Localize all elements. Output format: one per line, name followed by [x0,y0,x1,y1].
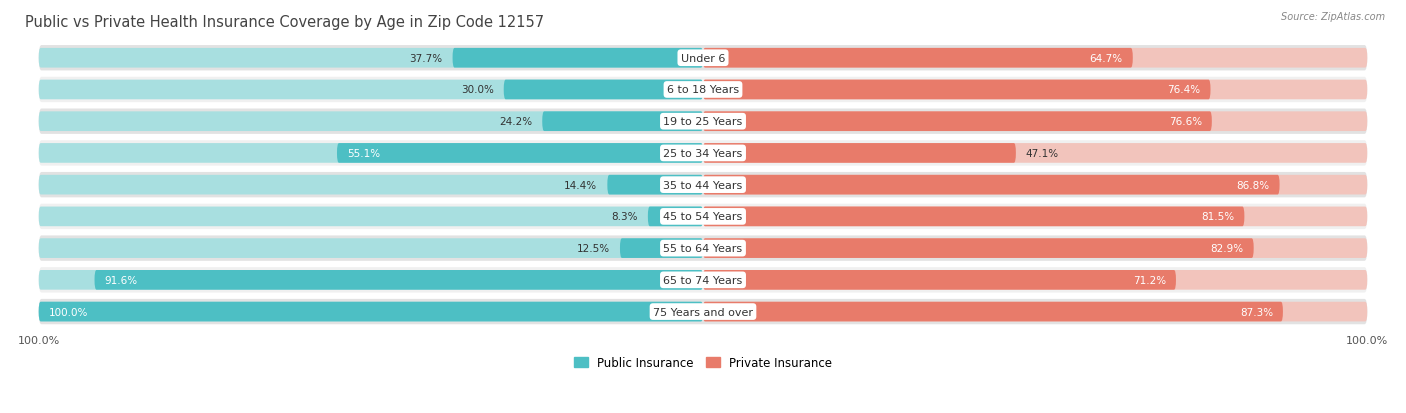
FancyBboxPatch shape [39,236,1367,261]
FancyBboxPatch shape [703,176,1367,195]
FancyBboxPatch shape [503,81,703,100]
FancyBboxPatch shape [703,49,1133,69]
Text: 87.3%: 87.3% [1240,307,1272,317]
Text: 6 to 18 Years: 6 to 18 Years [666,85,740,95]
FancyBboxPatch shape [39,112,703,132]
FancyBboxPatch shape [39,268,1367,293]
Text: 82.9%: 82.9% [1211,244,1244,254]
FancyBboxPatch shape [703,302,1367,322]
FancyBboxPatch shape [703,271,1175,290]
FancyBboxPatch shape [703,239,1254,258]
FancyBboxPatch shape [39,109,1367,135]
Text: Under 6: Under 6 [681,54,725,64]
FancyBboxPatch shape [39,46,1367,71]
FancyBboxPatch shape [703,144,1017,164]
FancyBboxPatch shape [39,302,703,322]
Text: Public vs Private Health Insurance Coverage by Age in Zip Code 12157: Public vs Private Health Insurance Cover… [25,15,544,30]
Text: Source: ZipAtlas.com: Source: ZipAtlas.com [1281,12,1385,22]
Text: 76.4%: 76.4% [1167,85,1201,95]
FancyBboxPatch shape [703,176,1279,195]
FancyBboxPatch shape [607,176,703,195]
FancyBboxPatch shape [39,302,703,322]
Text: 91.6%: 91.6% [104,275,138,285]
Text: 65 to 74 Years: 65 to 74 Years [664,275,742,285]
FancyBboxPatch shape [39,207,703,227]
FancyBboxPatch shape [39,144,703,164]
Text: 37.7%: 37.7% [409,54,443,64]
FancyBboxPatch shape [39,78,1367,103]
FancyBboxPatch shape [703,207,1244,227]
FancyBboxPatch shape [648,207,703,227]
FancyBboxPatch shape [703,112,1367,132]
FancyBboxPatch shape [39,173,1367,198]
FancyBboxPatch shape [453,49,703,69]
FancyBboxPatch shape [703,207,1367,227]
Text: 55 to 64 Years: 55 to 64 Years [664,244,742,254]
Text: 24.2%: 24.2% [499,117,533,127]
FancyBboxPatch shape [94,271,703,290]
FancyBboxPatch shape [703,144,1367,164]
FancyBboxPatch shape [337,144,703,164]
Legend: Public Insurance, Private Insurance: Public Insurance, Private Insurance [569,351,837,374]
Text: 86.8%: 86.8% [1236,180,1270,190]
Text: 35 to 44 Years: 35 to 44 Years [664,180,742,190]
FancyBboxPatch shape [39,141,1367,166]
Text: 12.5%: 12.5% [576,244,610,254]
Text: 14.4%: 14.4% [564,180,598,190]
Text: 19 to 25 Years: 19 to 25 Years [664,117,742,127]
Text: 75 Years and over: 75 Years and over [652,307,754,317]
FancyBboxPatch shape [39,176,703,195]
Text: 71.2%: 71.2% [1133,275,1166,285]
FancyBboxPatch shape [703,271,1367,290]
FancyBboxPatch shape [543,112,703,132]
Text: 45 to 54 Years: 45 to 54 Years [664,212,742,222]
Text: 30.0%: 30.0% [461,85,494,95]
FancyBboxPatch shape [703,81,1367,100]
Text: 81.5%: 81.5% [1201,212,1234,222]
Text: 76.6%: 76.6% [1168,117,1202,127]
Text: 47.1%: 47.1% [1026,149,1059,159]
Text: 55.1%: 55.1% [347,149,380,159]
Text: 64.7%: 64.7% [1090,54,1123,64]
FancyBboxPatch shape [39,239,703,258]
FancyBboxPatch shape [39,81,703,100]
FancyBboxPatch shape [39,204,1367,230]
FancyBboxPatch shape [703,81,1211,100]
FancyBboxPatch shape [39,271,703,290]
FancyBboxPatch shape [703,239,1367,258]
Text: 8.3%: 8.3% [612,212,638,222]
FancyBboxPatch shape [39,49,703,69]
Text: 25 to 34 Years: 25 to 34 Years [664,149,742,159]
Text: 100.0%: 100.0% [49,307,89,317]
FancyBboxPatch shape [703,112,1212,132]
FancyBboxPatch shape [620,239,703,258]
FancyBboxPatch shape [39,299,1367,325]
FancyBboxPatch shape [703,49,1367,69]
FancyBboxPatch shape [703,302,1282,322]
